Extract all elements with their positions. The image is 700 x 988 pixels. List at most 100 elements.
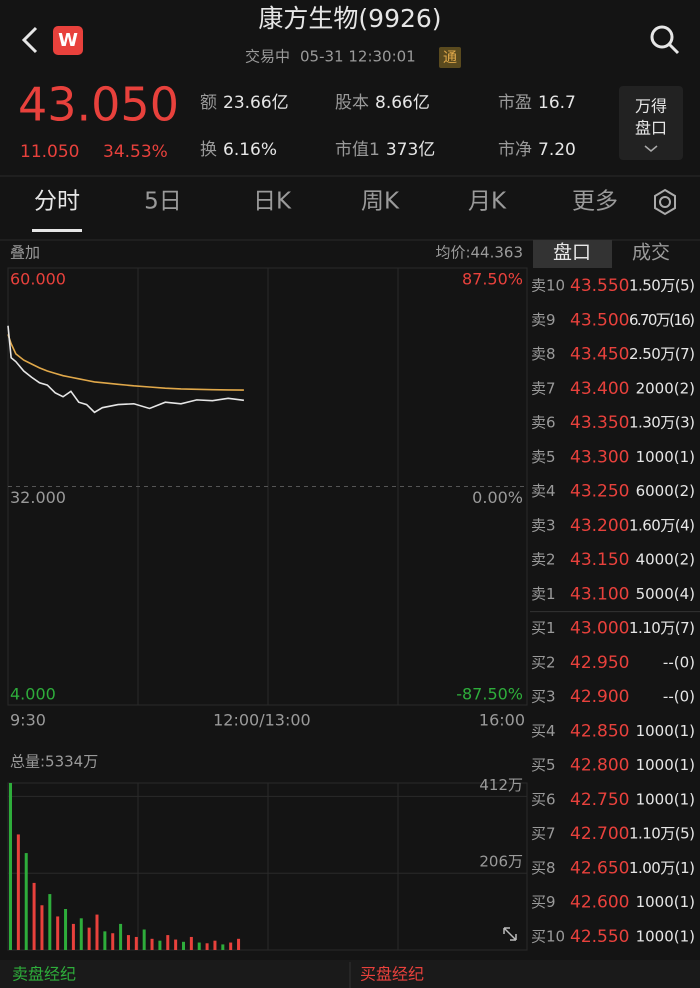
overlay-button[interactable]: 叠加 [10,244,40,262]
book-volume: 1000(1) [636,448,695,466]
stat-label: 市净 [498,140,532,160]
stat-value: 6.16% [223,140,277,160]
volume-total: 总量:5334万 [10,753,98,771]
book-price: 43.000 [570,619,629,639]
volume-bar [213,940,217,950]
volume-bar [150,938,154,950]
stat-value: 8.66亿 [375,93,430,113]
x-tick-label: 12:00/13:00 [213,711,311,730]
buy-brokers[interactable]: 买盘经纪 [360,965,424,984]
book-tab-active [533,240,612,268]
tab[interactable]: 日K [253,189,292,215]
book-level: 卖4 [531,482,556,500]
search-icon[interactable] [650,25,674,49]
book-price: 43.350 [570,413,629,433]
book-tab[interactable]: 盘口 [553,242,591,264]
book-volume: --(0) [663,688,695,706]
y2-tick-label: 87.50% [462,270,523,289]
wind-button[interactable] [619,86,683,160]
book-price: 42.850 [570,721,629,741]
book-level: 买1 [531,619,556,637]
tab[interactable]: 月K [468,189,507,215]
back-button[interactable] [21,26,38,54]
volume-bar [237,938,241,950]
book-level: 买3 [531,688,556,706]
badge: 通 [443,50,457,66]
volume-bar [24,853,28,950]
avg-price: 均价:44.363 [435,244,523,262]
stock-title: 康方生物(9926) [258,4,441,33]
change: 11.050 [20,142,79,162]
book-volume: 1.00万(1) [629,859,695,877]
x-tick-label: 9:30 [10,711,46,730]
book-level: 卖10 [531,277,565,295]
stat-label: 换 [200,140,217,160]
book-volume: 1.10万(5) [629,825,695,843]
volume-bar [48,894,52,950]
volume-bar [166,935,170,950]
stat-value: 373亿 [386,140,435,160]
book-price: 43.300 [570,447,629,467]
book-volume: 4000(2) [636,551,695,569]
book-price: 43.250 [570,482,629,502]
app-icon[interactable] [53,26,83,55]
book-level: 卖9 [531,311,556,329]
volume-bar [71,923,75,950]
book-level: 卖5 [531,448,556,466]
volume-bar [142,929,146,950]
sell-brokers[interactable]: 卖盘经纪 [12,965,76,984]
volume-bar [174,939,178,950]
book-price: 43.400 [570,379,629,399]
volume-bar [229,942,233,950]
y2-tick-label: 0.00% [472,488,523,507]
book-volume: 1.60万(4) [629,516,695,534]
search-icon-handle [667,42,680,55]
book-level: 卖6 [531,414,556,432]
stat-value: 23.66亿 [223,93,289,113]
series-line [7,325,245,414]
book-price: 43.150 [570,550,629,570]
expand-icon[interactable] [503,927,517,941]
volume-bar [158,940,162,950]
volume-bar [119,923,123,950]
tab[interactable]: 更多 [572,189,618,215]
volume-bar [126,935,130,950]
book-price: 43.200 [570,516,629,536]
book-price: 42.750 [570,790,629,810]
book-level: 买10 [531,927,565,945]
book-price: 43.500 [570,310,629,330]
y-tick-label: 60.000 [10,270,66,289]
badge-bg [439,47,461,68]
tab[interactable]: 周K [361,189,400,215]
stat-label: 市盈 [498,93,532,113]
book-level: 买7 [531,825,556,843]
volume-bar [189,936,193,950]
stat-label: 额 [200,93,217,113]
book-price: 42.900 [570,687,629,707]
datetime: 05-31 12:30:01 [300,48,416,66]
tab[interactable]: 5日 [144,189,182,215]
volume-bar [95,914,99,950]
stat-value: 7.20 [538,140,576,160]
tab[interactable]: 分时 [34,189,80,215]
book-volume: 2000(2) [636,379,695,397]
book-level: 卖8 [531,345,556,363]
y-tick-label: 32.000 [10,488,66,507]
book-volume: --(0) [663,653,695,671]
book-price: 42.600 [570,893,629,913]
book-tab[interactable]: 成交 [632,242,670,264]
volume-bar [79,918,83,950]
volume-bar [205,943,209,950]
book-price: 43.100 [570,584,629,604]
book-level: 卖1 [531,585,556,603]
change-pct: 34.53% [103,142,168,162]
settings-icon[interactable] [659,196,671,208]
book-level: 买6 [531,790,556,808]
book-volume: 6.70万(16) [629,311,695,329]
y2-tick-label: -87.50% [456,685,523,704]
stat-value: 16.7 [538,93,576,113]
settings-icon [654,188,676,216]
book-volume: 2.50万(7) [629,345,695,363]
book-level: 卖3 [531,516,556,534]
